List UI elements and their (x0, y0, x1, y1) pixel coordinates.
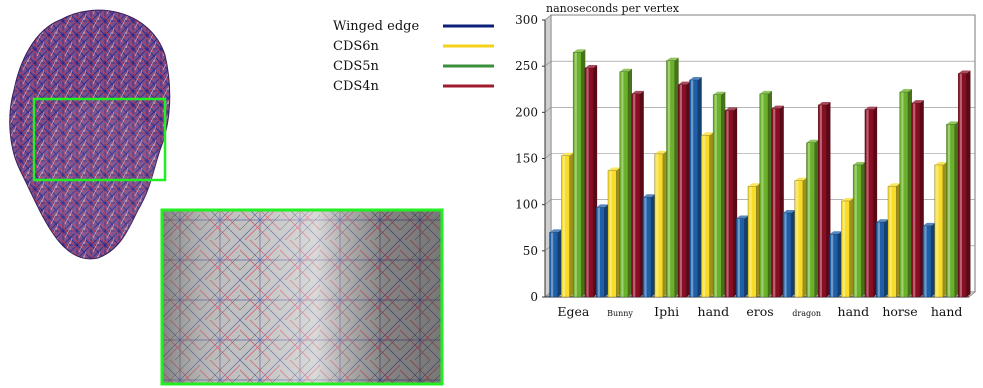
y-tick-label: 0 (530, 290, 538, 304)
bar (701, 132, 714, 298)
bar (584, 65, 598, 298)
legend-label: CDS6n (333, 39, 380, 54)
legend-label: CDS4n (333, 79, 380, 94)
bar (911, 100, 924, 298)
y-tick-label: 250 (515, 59, 538, 73)
head-mesh-image (9, 9, 171, 260)
bar (794, 177, 807, 298)
legend-label: CDS5n (333, 59, 380, 74)
bar (549, 229, 562, 298)
bar (958, 70, 971, 298)
bar (689, 77, 702, 298)
bar (747, 183, 761, 298)
bar (864, 106, 878, 298)
x-tick-label: hand (698, 304, 730, 319)
bar (654, 150, 667, 298)
bar (946, 121, 959, 298)
bar (899, 89, 912, 298)
bar (561, 152, 574, 298)
bar (619, 68, 632, 298)
y-tick-label: 100 (515, 198, 538, 212)
x-tick-label: hand (931, 304, 963, 319)
bar (759, 90, 772, 298)
y-tick-label: 150 (515, 152, 538, 166)
legend-label: Winged edge (333, 19, 419, 34)
bar (782, 209, 796, 298)
y-tick-label: 300 (515, 13, 538, 27)
bar (876, 219, 889, 298)
x-tick-label: Egea (557, 304, 590, 319)
bar (841, 197, 854, 298)
bar (712, 91, 726, 298)
legend: Winged edge CDS6n CDS5n CDS4n (333, 19, 494, 94)
x-tick-label: eros (746, 304, 773, 319)
bar (678, 81, 691, 298)
bars (549, 49, 971, 298)
bar (572, 49, 586, 298)
bar (887, 183, 901, 298)
bar (852, 161, 866, 298)
bar (724, 107, 738, 298)
bar (596, 204, 609, 298)
y-tick-label: 200 (515, 105, 538, 119)
x-tick-label: Bunny (607, 309, 633, 318)
bar (934, 161, 947, 298)
bar (666, 57, 679, 298)
x-tick-label: hand (838, 304, 870, 319)
bar (829, 231, 842, 298)
x-tick-label: horse (882, 304, 917, 319)
chart-title: nanoseconds per vertex (546, 2, 680, 15)
y-tick-label: 50 (523, 244, 538, 258)
bar-chart: nanoseconds per vertex 0 50 100 150 200 250 30… (515, 2, 976, 319)
bar (736, 215, 749, 298)
x-axis: Egea Bunny Iphi hand eros dragon hand horse hand (557, 304, 962, 319)
x-tick-label: dragon (792, 309, 821, 318)
bar (806, 139, 819, 298)
y-axis: 0 50 100 150 200 250 300 (515, 13, 545, 304)
zoom-region-box (32, 97, 167, 182)
bar (818, 101, 831, 298)
x-tick-label: Iphi (654, 304, 679, 319)
bar (922, 222, 936, 298)
bar (771, 105, 784, 298)
bar (631, 90, 644, 298)
bar (642, 194, 656, 298)
bar (607, 167, 621, 298)
zoomed-mesh-image (160, 208, 444, 386)
